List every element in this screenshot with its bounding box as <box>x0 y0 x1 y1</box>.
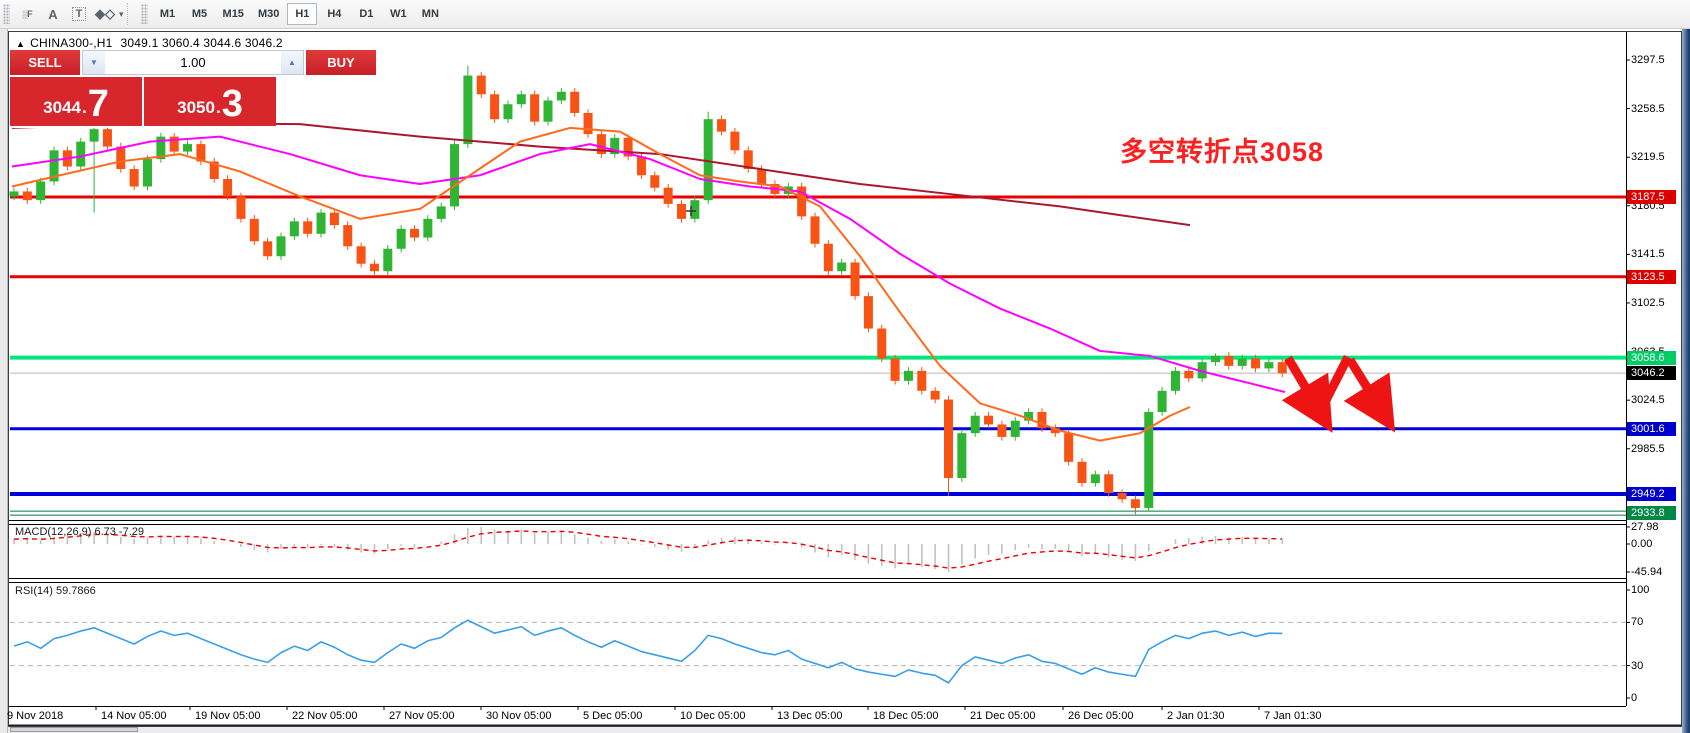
window-right-edge <box>1682 29 1690 733</box>
timeframe-mn[interactable]: MN <box>415 3 445 25</box>
time-axis-label: 13 Dec 05:00 <box>777 710 843 722</box>
price-axis-tick: 3297.5 <box>1631 54 1665 66</box>
buy-price-display[interactable]: 3050 . 3 <box>144 77 276 126</box>
sell-price-display[interactable]: 3044 . 7 <box>10 77 142 126</box>
price-axis-tick: 3219.5 <box>1631 151 1665 164</box>
toolbar-grip[interactable] <box>3 4 10 24</box>
buy-button[interactable]: BUY <box>306 50 376 75</box>
volume-increase-button[interactable]: ▲ <box>281 51 303 74</box>
text-box-icon[interactable]: T <box>67 2 91 26</box>
toolbar: ▒ F A T ◆◇ ▾ M1 M5 M15 M30 H1 H4 D1 W1 MN <box>0 0 1690 29</box>
price-level-badge: 3046.2 <box>1627 366 1676 381</box>
drawing-tools-group: ▒ F A T ◆◇ ▾ <box>14 2 124 26</box>
macd-axis-tick: 0.00 <box>1631 538 1653 550</box>
price-level-badge: 3187.5 <box>1627 190 1676 205</box>
buy-price-int: 3050 <box>177 98 215 117</box>
rsi-axis-tick: 70 <box>1631 616 1644 629</box>
chart-window-border <box>8 31 1682 727</box>
grid-dots: ▒ <box>22 9 28 19</box>
timeframe-m30[interactable]: M30 <box>252 3 285 25</box>
sell-price-frac: 7 <box>87 83 109 125</box>
one-click-trading-panel: SELL ▼ ▲ BUY 3044 . 7 3050 . 3 <box>10 50 376 128</box>
ohlc-values: 3049.1 3060.4 3044.6 3046.2 <box>120 36 283 50</box>
price-axis-tick: 2985.5 <box>1631 442 1665 455</box>
rsi-axis-tick: 30 <box>1631 659 1644 672</box>
collapse-panel-icon[interactable]: ▲ <box>16 39 26 49</box>
rsi-axis-tick: 100 <box>1631 584 1650 596</box>
price-axis-tick: 3102.5 <box>1631 296 1665 309</box>
sell-price-dot: . <box>81 98 87 117</box>
price-level-badge: 3058.6 <box>1627 350 1676 365</box>
time-axis-label: 26 Dec 05:00 <box>1068 710 1134 722</box>
macd-axis-tick: -45.94 <box>1631 565 1663 578</box>
timeframe-m5[interactable]: M5 <box>185 3 215 25</box>
time-axis-label: 10 Dec 05:00 <box>680 710 746 722</box>
timeframe-w1[interactable]: W1 <box>383 3 413 25</box>
volume-input[interactable] <box>105 51 281 74</box>
toolbar-separator <box>126 3 135 25</box>
rsi-label: RSI(14) 59.7866 <box>15 585 96 597</box>
macd-axis-tick: 27.98 <box>1631 520 1659 533</box>
rsi-axis-tick: 0 <box>1631 692 1638 704</box>
timeframe-h4[interactable]: H4 <box>319 3 349 25</box>
time-axis-label: 22 Nov 05:00 <box>292 710 358 722</box>
time-axis-label: 2 Jan 01:30 <box>1167 710 1225 722</box>
price-level-badge: 2933.8 <box>1627 506 1676 521</box>
price-axis-tick: 3258.5 <box>1631 102 1665 115</box>
time-axis-label: 14 Nov 05:00 <box>101 710 167 722</box>
dropdown-caret-icon[interactable]: ▾ <box>119 8 124 19</box>
sell-price-int: 3044 <box>43 98 81 117</box>
price-level-badge: 3123.5 <box>1627 269 1676 284</box>
time-axis-label: 18 Dec 05:00 <box>873 710 939 722</box>
price-axis-tick: 3141.5 <box>1631 248 1665 261</box>
time-axis-label: 7 Jan 01:30 <box>1264 710 1322 722</box>
chart-annotation-text: 多空转折点3058 <box>1120 137 1325 167</box>
time-axis-label: 27 Nov 05:00 <box>389 710 455 722</box>
price-level-badge: 3001.6 <box>1627 421 1676 436</box>
chart-info-line: ▲ CHINA300-,H1 3049.1 3060.4 3044.6 3046.2 <box>16 36 283 50</box>
price-level-badge: 2949.2 <box>1627 486 1676 501</box>
timeframe-m15[interactable]: M15 <box>217 3 250 25</box>
horizontal-scrollbar[interactable] <box>8 727 1682 733</box>
time-axis-label: 30 Nov 05:00 <box>486 710 552 722</box>
timeframe-m1[interactable]: M1 <box>153 3 183 25</box>
volume-decrease-button[interactable]: ▼ <box>83 51 105 74</box>
workspace-left-edge <box>0 29 8 733</box>
price-axis-tick: 3024.5 <box>1631 394 1665 407</box>
timeframe-group: M1 M5 M15 M30 H1 H4 D1 W1 MN <box>152 3 447 25</box>
macd-label: MACD(12,26,9) 6.73 -7.29 <box>15 526 145 538</box>
timeframe-d1[interactable]: D1 <box>351 3 381 25</box>
timeframe-h1[interactable]: H1 <box>287 3 318 25</box>
symbol-name: CHINA300-,H1 <box>30 36 113 50</box>
time-axis-label: 9 Nov 2018 <box>7 710 64 722</box>
time-axis-label: 19 Nov 05:00 <box>195 710 261 722</box>
shapes-tool-icon[interactable]: ◆◇ <box>95 6 115 21</box>
time-axis-label: 5 Dec 05:00 <box>583 710 643 722</box>
volume-stepper: ▼ ▲ <box>82 50 304 75</box>
fibo-letter: F <box>27 9 32 19</box>
text-box-icon-glyph: T <box>71 7 87 21</box>
buy-price-frac: 3 <box>221 83 243 125</box>
buy-price-dot: . <box>215 98 221 117</box>
toolbar-grip-2[interactable] <box>140 4 148 24</box>
scrollbar-thumb[interactable] <box>10 727 138 732</box>
time-axis-label: 21 Dec 05:00 <box>970 710 1036 722</box>
text-label-icon[interactable]: A <box>48 6 58 22</box>
fibonacci-tool-icon[interactable]: ▒ F <box>15 2 39 26</box>
sell-button[interactable]: SELL <box>10 50 80 75</box>
